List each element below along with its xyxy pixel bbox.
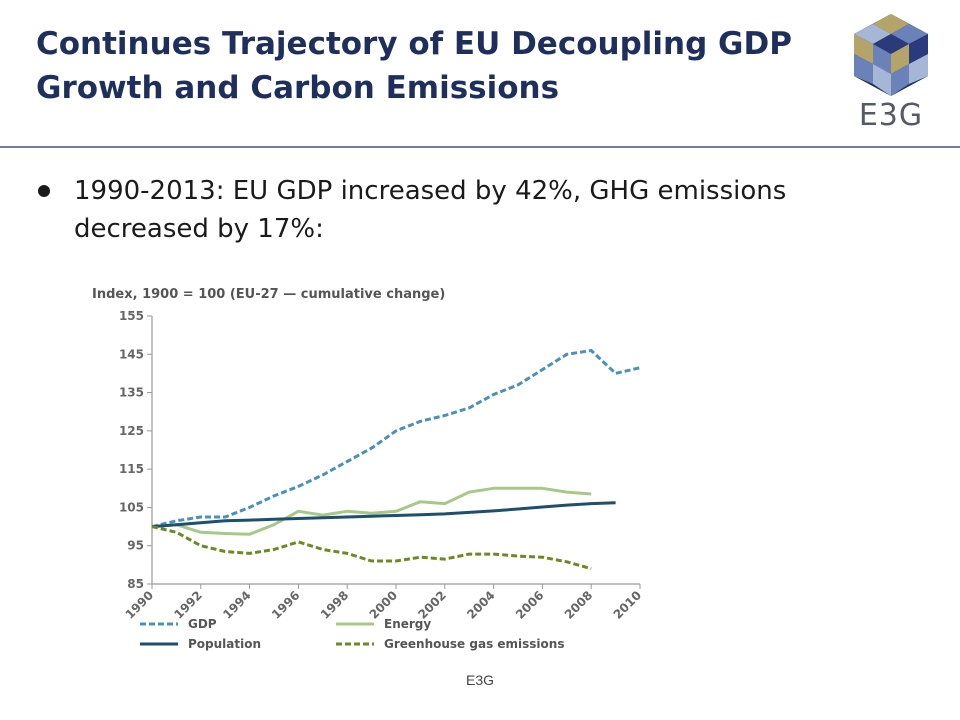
y-tick-label: 125 (119, 424, 144, 438)
x-tick-label: 1996 (269, 588, 303, 622)
series-line-energy (152, 488, 591, 534)
slide-title: Continues Trajectory of EU Decoupling GD… (36, 22, 836, 110)
legend-label: Population (188, 637, 261, 651)
legend-label: GDP (188, 617, 217, 631)
bullet-item: 1990-2013: EU GDP increased by 42%, GHG … (36, 172, 916, 248)
x-tick-label: 1998 (318, 588, 352, 622)
y-tick-label: 85 (127, 577, 144, 591)
x-tick-label: 2008 (562, 588, 596, 622)
x-tick-label: 2006 (513, 588, 547, 622)
chart-title: Index, 1900 = 100 (EU-27 — cumulative ch… (92, 287, 445, 302)
y-tick-label: 105 (119, 500, 144, 514)
footer-text: E3G (0, 672, 960, 688)
y-tick-label: 155 (119, 309, 144, 323)
slide-title-line1: Continues Trajectory of EU Decoupling GD… (36, 22, 836, 66)
logo-mosaic (854, 14, 928, 96)
x-tick-label: 2004 (464, 588, 498, 622)
x-tick-label: 1994 (220, 588, 254, 622)
y-tick-label: 115 (119, 462, 144, 476)
legend-label: Energy (384, 617, 431, 631)
bullet-list: 1990-2013: EU GDP increased by 42%, GHG … (36, 172, 916, 248)
legend-label: Greenhouse gas emissions (384, 637, 564, 651)
slide-title-line2: Growth and Carbon Emissions (36, 66, 836, 110)
chart-series (152, 351, 640, 569)
line-chart: Index, 1900 = 100 (EU-27 — cumulative ch… (80, 276, 660, 666)
title-divider (0, 146, 960, 148)
series-line-gdp (152, 351, 640, 527)
logo-text: E3G (846, 98, 936, 133)
x-tick-label: 2010 (611, 588, 645, 622)
x-tick-label: 1990 (123, 588, 157, 622)
series-line-population (152, 503, 616, 527)
y-tick-label: 95 (127, 539, 144, 553)
y-tick-label: 135 (119, 386, 144, 400)
y-tick-label: 145 (119, 347, 144, 361)
chart-legend: GDP Energy Population Greenhouse gas emissi… (140, 617, 564, 651)
